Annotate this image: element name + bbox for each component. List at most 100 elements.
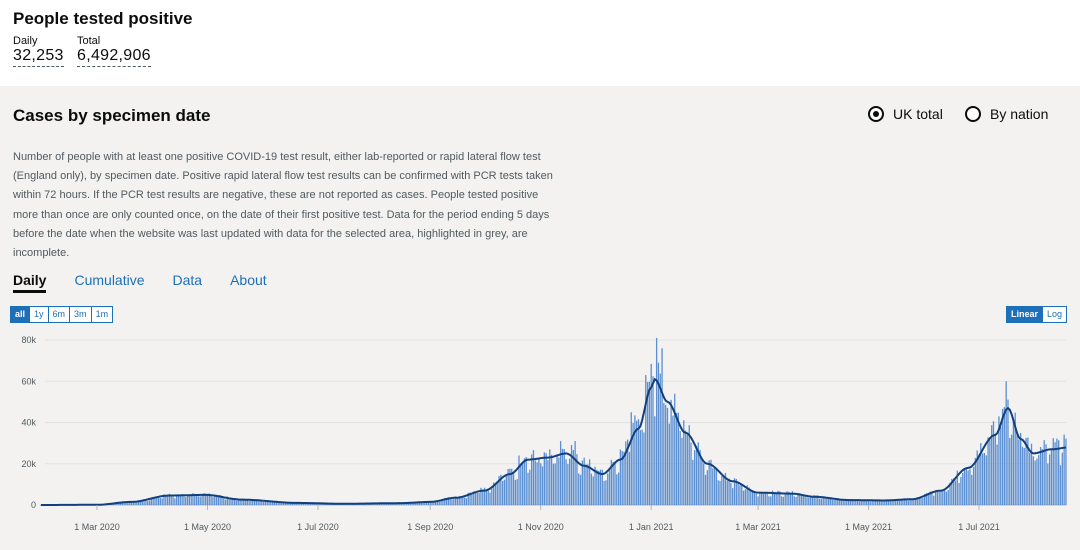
bar xyxy=(730,482,732,505)
bar xyxy=(780,496,783,505)
bar xyxy=(565,459,567,505)
bar xyxy=(924,494,926,505)
bar xyxy=(463,497,466,505)
bar xyxy=(311,503,314,505)
bar xyxy=(424,502,426,505)
bar xyxy=(655,337,658,505)
bar xyxy=(264,500,267,505)
bar xyxy=(808,497,810,505)
bar xyxy=(445,498,448,505)
tab-about[interactable]: About xyxy=(230,272,267,288)
bar xyxy=(617,472,620,505)
daily-value[interactable]: 32,253 xyxy=(13,47,64,67)
bar xyxy=(708,460,710,505)
bar xyxy=(875,500,877,505)
bar xyxy=(619,449,622,505)
range-1y-button[interactable]: 1y xyxy=(29,307,48,322)
bar xyxy=(762,492,765,505)
bar xyxy=(650,363,652,505)
range-1m-button[interactable]: 1m xyxy=(90,307,113,322)
bar xyxy=(215,495,218,505)
range-3m-button[interactable]: 3m xyxy=(69,307,91,322)
bar xyxy=(183,495,185,505)
bar xyxy=(585,464,587,505)
bar xyxy=(243,499,245,505)
radio-checked-icon[interactable] xyxy=(868,106,884,122)
bar xyxy=(469,492,471,505)
bar xyxy=(181,494,183,505)
tab-bar: Daily Cumulative Data About xyxy=(13,272,295,293)
bar xyxy=(433,501,435,505)
bar xyxy=(128,502,131,505)
bar xyxy=(206,494,209,505)
bar xyxy=(192,493,194,505)
bar xyxy=(777,490,779,505)
tab-cumulative[interactable]: Cumulative xyxy=(74,272,145,288)
bar xyxy=(936,491,938,505)
range-6m-button[interactable]: 6m xyxy=(47,307,70,322)
bar xyxy=(679,430,681,505)
bar xyxy=(652,376,654,505)
bar xyxy=(449,497,451,505)
range-all-button[interactable]: all xyxy=(11,307,30,322)
bar xyxy=(248,500,250,505)
bar xyxy=(844,500,846,505)
bar xyxy=(925,493,928,505)
scale-linear-button[interactable]: Linear xyxy=(1007,307,1043,322)
bar xyxy=(197,496,200,505)
total-label: Total xyxy=(77,35,101,47)
bar xyxy=(983,453,986,505)
bar xyxy=(853,500,855,505)
bar xyxy=(612,461,614,505)
bar xyxy=(710,459,712,505)
bar xyxy=(138,501,140,505)
bar xyxy=(666,407,669,505)
bar xyxy=(909,499,911,505)
bar xyxy=(976,450,978,505)
bar xyxy=(672,415,674,505)
bar xyxy=(141,500,143,505)
radio-uk-total[interactable]: UK total xyxy=(868,106,943,122)
bar xyxy=(739,485,741,505)
bar xyxy=(695,445,698,505)
bar xyxy=(132,501,134,505)
bar xyxy=(1043,440,1045,505)
bar xyxy=(143,499,145,505)
bar xyxy=(288,503,290,505)
bar xyxy=(954,480,957,505)
bar xyxy=(576,454,578,505)
bar xyxy=(837,498,839,505)
tab-daily[interactable]: Daily xyxy=(13,272,47,293)
radio-unchecked-icon[interactable] xyxy=(965,106,981,122)
bar xyxy=(770,496,772,505)
bar xyxy=(473,491,475,505)
bar xyxy=(922,497,924,505)
bar xyxy=(203,493,205,505)
tab-data[interactable]: Data xyxy=(172,272,203,288)
bar xyxy=(489,492,491,505)
scale-log-button[interactable]: Log xyxy=(1042,307,1066,322)
bar xyxy=(588,459,591,505)
bar xyxy=(686,434,689,505)
bar xyxy=(967,470,969,505)
bar xyxy=(572,450,574,505)
bar xyxy=(174,498,176,505)
bar xyxy=(688,425,690,505)
total-value[interactable]: 6,492,906 xyxy=(77,47,151,67)
bar xyxy=(176,494,178,505)
bar xyxy=(219,494,221,505)
bar xyxy=(531,454,533,505)
bar xyxy=(746,485,748,505)
bar xyxy=(400,503,402,505)
bar xyxy=(793,496,795,505)
bar xyxy=(532,450,535,505)
bar xyxy=(981,453,984,505)
bar xyxy=(916,498,919,505)
bar xyxy=(210,495,212,505)
bar xyxy=(878,500,881,505)
bar xyxy=(800,494,803,505)
bar xyxy=(252,499,254,505)
bar xyxy=(514,479,517,505)
bar xyxy=(521,461,524,505)
radio-by-nation[interactable]: By nation xyxy=(965,106,1048,122)
